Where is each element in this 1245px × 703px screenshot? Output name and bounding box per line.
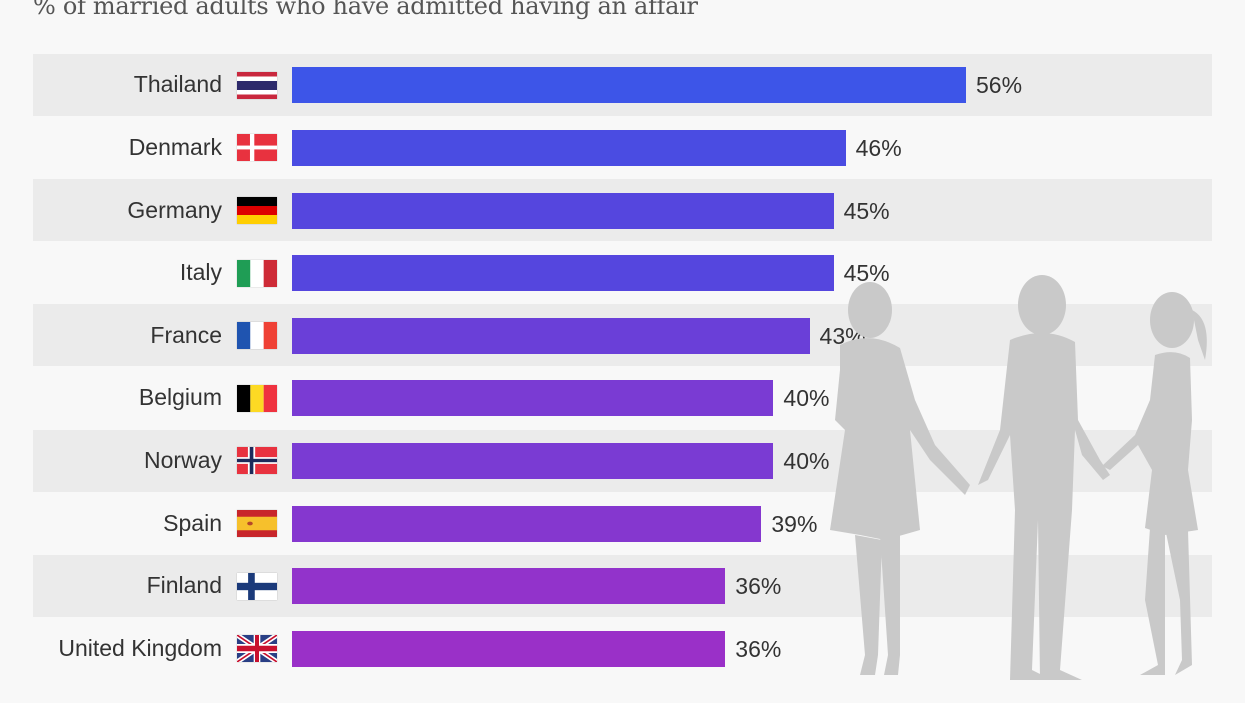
data-label: 39% (771, 510, 818, 537)
data-label: 40% (783, 447, 830, 474)
denmark-flag-icon (237, 134, 277, 162)
data-label: 36% (735, 573, 782, 600)
finland-flag-icon (237, 572, 277, 600)
belgium-flag-icon (237, 384, 277, 412)
thailand-flag-icon (237, 71, 277, 99)
bar (292, 255, 834, 292)
category-label: Italy (179, 259, 222, 286)
bar (292, 630, 726, 667)
france-flag-icon (237, 322, 277, 350)
category-label: Germany (127, 196, 222, 223)
uk-flag-icon (237, 635, 277, 663)
category-label: Spain (163, 509, 222, 536)
bar (292, 505, 762, 542)
germany-flag-icon (237, 197, 277, 224)
category-label: France (150, 321, 222, 348)
chart-subtitle: % of married adults who have admitted ha… (33, 0, 698, 20)
category-label: Denmark (128, 133, 222, 160)
category-label: United Kingdom (58, 634, 222, 661)
bar (292, 129, 846, 166)
bar (292, 317, 810, 354)
bar (292, 442, 774, 479)
data-label: 56% (976, 72, 1023, 99)
italy-flag-icon (237, 259, 277, 287)
bar (292, 67, 966, 104)
category-label: Norway (144, 446, 222, 473)
data-label: 43% (819, 322, 866, 349)
data-label: 45% (843, 197, 890, 224)
data-label: 45% (843, 260, 890, 287)
category-label: Belgium (138, 384, 222, 411)
bar (292, 568, 726, 605)
data-label: 46% (855, 134, 902, 161)
category-label: Finland (146, 572, 222, 599)
bar (292, 380, 774, 417)
spain-flag-icon (237, 510, 277, 537)
norway-flag-icon (237, 447, 277, 475)
category-label: Thailand (133, 71, 222, 98)
data-label: 40% (783, 385, 830, 412)
data-label: 36% (735, 635, 782, 662)
bar (292, 192, 834, 229)
